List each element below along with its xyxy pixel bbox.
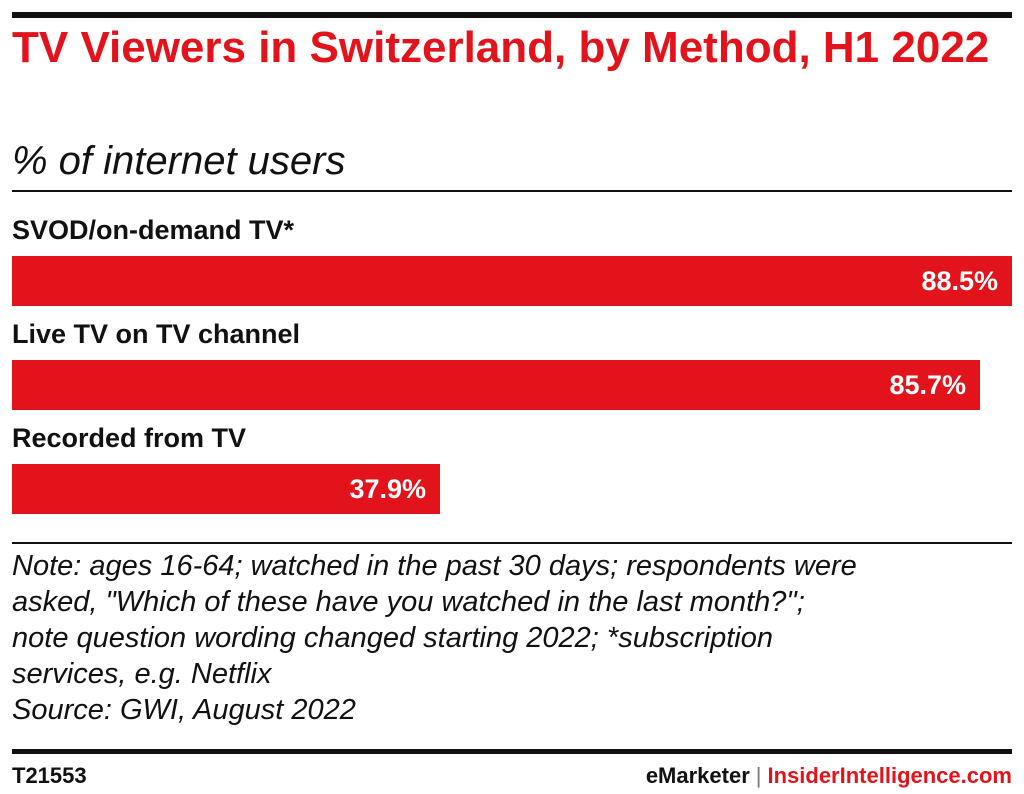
- note-line-1: Note: ages 16-64; watched in the past 30…: [12, 550, 857, 582]
- category-label: Live TV on TV channel: [12, 319, 301, 349]
- category-label: Recorded from TV: [12, 423, 247, 453]
- brand-insider-intelligence: InsiderIntelligence.com: [767, 763, 1012, 788]
- brand-separator: |: [755, 763, 762, 788]
- top-rule: [12, 12, 1012, 18]
- value-label: 88.5%: [921, 266, 998, 296]
- bar: [12, 256, 1012, 306]
- bar: [12, 360, 980, 410]
- note-line-3: note question wording changed starting 2…: [12, 622, 773, 654]
- footer-rule: [12, 749, 1012, 754]
- note-line-4: services, e.g. Netflix: [12, 658, 272, 690]
- category-label: SVOD/on-demand TV*: [12, 215, 295, 245]
- value-label: 37.9%: [349, 474, 426, 504]
- source-line: Source: GWI, August 2022: [12, 694, 356, 726]
- brand-emarketer: eMarketer: [645, 763, 750, 788]
- note-divider: [12, 542, 1012, 544]
- chart-id: T21553: [12, 763, 87, 788]
- value-label: 85.7%: [889, 370, 966, 400]
- chart-note: Note: ages 16-64; watched in the past 30…: [12, 548, 1012, 728]
- chart-title: TV Viewers in Switzerland, by Method, H1…: [12, 23, 990, 72]
- bar-chart: SVOD/on-demand TV* 88.5% Live TV on TV cha…: [12, 214, 1012, 526]
- note-line-2: asked, "Which of these have you watched …: [12, 586, 805, 618]
- chart-subtitle: % of internet users: [12, 139, 346, 183]
- bar: [12, 464, 440, 514]
- header-divider: [12, 190, 1012, 192]
- brand-credit: eMarketer | InsiderIntelligence.com: [646, 763, 1012, 789]
